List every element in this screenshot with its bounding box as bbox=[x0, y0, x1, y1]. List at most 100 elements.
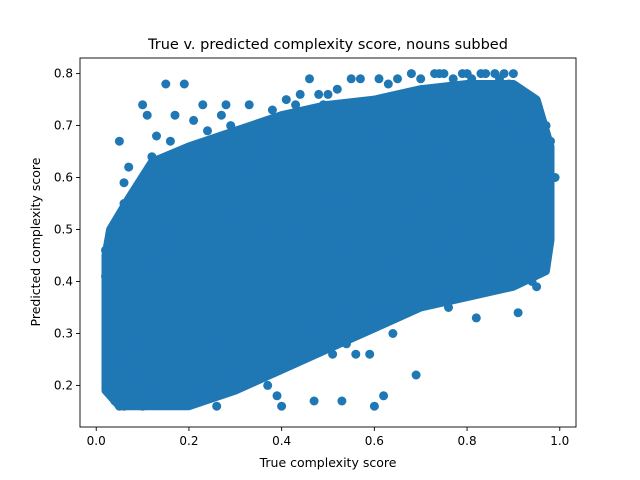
data-point bbox=[522, 214, 532, 224]
data-point bbox=[388, 329, 398, 338]
data-point bbox=[124, 225, 134, 234]
data-point bbox=[226, 121, 236, 131]
y-tick-label: 0.8 bbox=[54, 67, 73, 81]
data-point bbox=[152, 277, 161, 286]
data-point bbox=[156, 225, 166, 234]
data-point bbox=[351, 349, 361, 359]
data-point bbox=[184, 240, 194, 250]
data-point bbox=[267, 105, 277, 115]
data-point bbox=[235, 380, 245, 390]
data-point bbox=[138, 251, 148, 260]
data-point bbox=[416, 74, 426, 84]
data-point bbox=[189, 344, 199, 354]
data-point bbox=[402, 126, 412, 136]
y-tick-label: 0.5 bbox=[54, 223, 73, 237]
data-point bbox=[142, 173, 152, 182]
y-axis-ticks: 0.2 0.3 0.4 0.5 0.6 0.7 0.8 bbox=[54, 67, 80, 392]
data-point bbox=[504, 79, 514, 89]
data-point bbox=[105, 349, 115, 359]
data-point bbox=[314, 266, 324, 276]
data-point bbox=[513, 308, 523, 318]
data-point bbox=[230, 365, 240, 375]
data-point bbox=[402, 95, 412, 105]
data-point bbox=[193, 297, 203, 307]
data-point bbox=[536, 256, 546, 266]
data-point bbox=[147, 152, 157, 162]
data-point bbox=[147, 261, 157, 271]
data-point bbox=[444, 303, 453, 312]
x-tick-label: 0.0 bbox=[87, 434, 106, 448]
data-point bbox=[254, 230, 263, 240]
data-point bbox=[300, 110, 310, 120]
data-point bbox=[152, 131, 161, 141]
data-point bbox=[235, 162, 245, 172]
data-point bbox=[272, 173, 282, 182]
data-point bbox=[476, 225, 486, 234]
data-point bbox=[323, 89, 333, 99]
chart-title: True v. predicted complexity score, noun… bbox=[147, 37, 508, 53]
data-point bbox=[314, 89, 324, 99]
data-point bbox=[207, 225, 217, 234]
data-point bbox=[305, 74, 314, 84]
data-point bbox=[221, 100, 231, 110]
data-point bbox=[175, 396, 185, 406]
data-point bbox=[406, 235, 416, 245]
data-point bbox=[342, 313, 351, 323]
data-point bbox=[360, 256, 370, 266]
data-point bbox=[216, 110, 226, 120]
data-point bbox=[244, 100, 254, 110]
y-axis-label: Predicted complexity score bbox=[28, 157, 43, 326]
data-point bbox=[374, 303, 384, 312]
data-point bbox=[337, 245, 347, 255]
data-point bbox=[318, 100, 328, 110]
data-point bbox=[490, 271, 500, 281]
data-point bbox=[393, 183, 402, 193]
data-point bbox=[467, 74, 477, 84]
data-point bbox=[332, 141, 342, 151]
data-point bbox=[467, 282, 477, 292]
data-point bbox=[161, 79, 171, 89]
data-point bbox=[133, 370, 143, 380]
data-point bbox=[170, 183, 180, 193]
data-point bbox=[156, 251, 166, 260]
data-point bbox=[379, 131, 389, 141]
data-point bbox=[532, 282, 542, 292]
y-tick-label: 0.7 bbox=[54, 119, 73, 133]
data-point bbox=[138, 401, 148, 411]
data-point bbox=[203, 157, 212, 167]
data-point bbox=[161, 354, 171, 364]
data-point bbox=[532, 188, 542, 198]
data-point bbox=[179, 329, 189, 338]
data-point bbox=[216, 334, 226, 344]
data-point bbox=[374, 74, 384, 84]
data-point bbox=[198, 100, 208, 110]
data-point bbox=[369, 401, 379, 411]
data-point bbox=[175, 167, 185, 177]
x-tick-label: 0.6 bbox=[365, 434, 384, 448]
data-point bbox=[300, 204, 310, 214]
data-point bbox=[240, 261, 250, 271]
data-point bbox=[457, 183, 467, 193]
data-point bbox=[212, 401, 222, 411]
data-point bbox=[379, 391, 389, 401]
data-point bbox=[485, 183, 495, 193]
data-point bbox=[328, 349, 338, 359]
data-point bbox=[124, 162, 134, 172]
data-point bbox=[485, 261, 495, 271]
data-point bbox=[546, 136, 555, 146]
data-point bbox=[291, 100, 301, 110]
x-tick-label: 1.0 bbox=[550, 434, 569, 448]
data-point bbox=[397, 261, 407, 271]
data-point bbox=[425, 121, 435, 131]
data-point bbox=[439, 69, 449, 79]
data-point bbox=[355, 74, 365, 84]
data-point bbox=[383, 251, 393, 260]
data-point bbox=[263, 147, 273, 156]
data-point bbox=[184, 277, 194, 286]
data-point bbox=[430, 240, 440, 250]
plot-frame bbox=[79, 57, 577, 428]
data-point bbox=[156, 199, 166, 208]
x-axis-label: True complexity score bbox=[259, 455, 397, 470]
data-point bbox=[165, 136, 175, 146]
data-point bbox=[295, 89, 305, 99]
